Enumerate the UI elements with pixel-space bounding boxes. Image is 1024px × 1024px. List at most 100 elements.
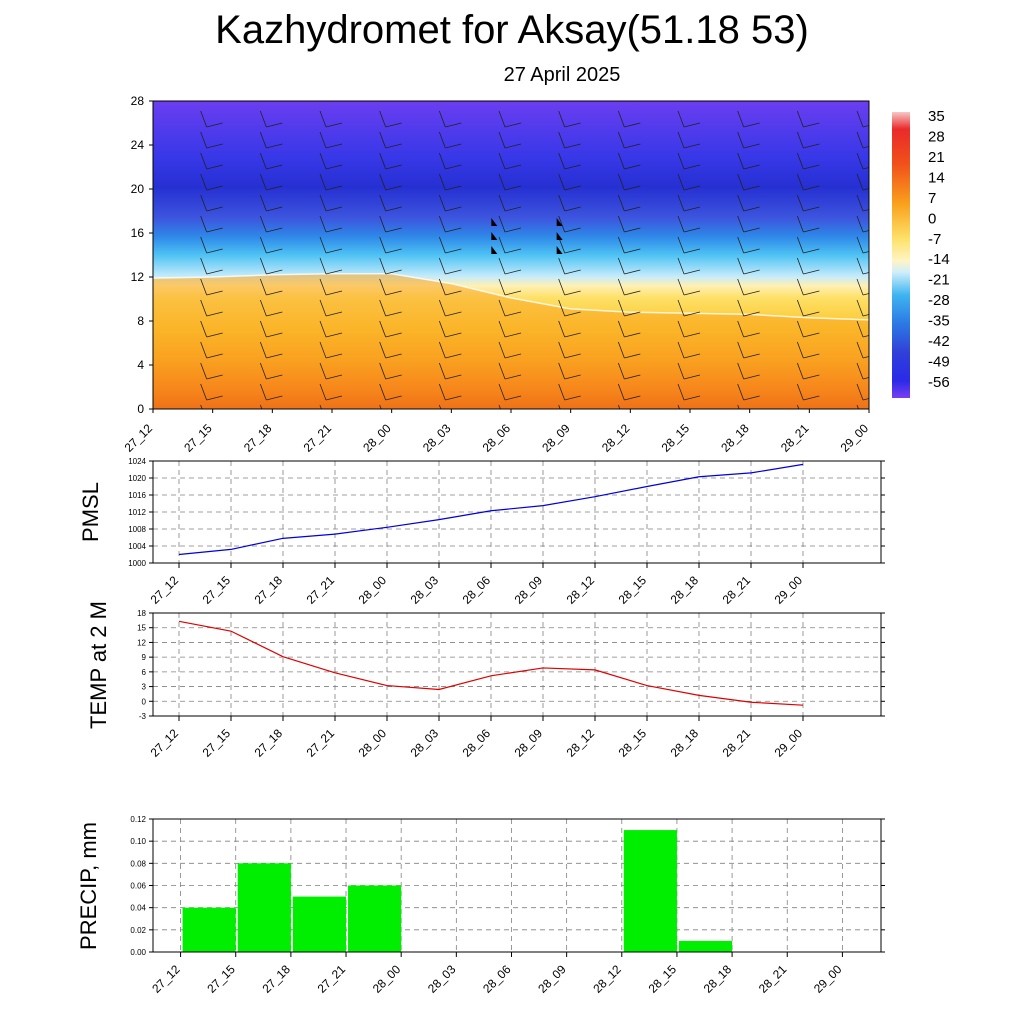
- wind-barb-staff: [677, 320, 685, 338]
- wind-barb: [856, 299, 869, 317]
- wind-barb: [617, 362, 641, 380]
- wind-barb-staff: [200, 278, 208, 296]
- wind-barb-feather: [564, 206, 581, 212]
- wind-barb: [200, 320, 223, 338]
- wind-barb-staff: [796, 236, 804, 254]
- x-tick-label: 27_12: [149, 962, 183, 996]
- x-tick-label: 27_21: [304, 573, 338, 607]
- wind-barb-staff: [856, 341, 864, 359]
- x-tick-label: 28_18: [701, 962, 735, 996]
- wind-barb: [856, 152, 869, 170]
- wind-barb-feather: [206, 122, 223, 128]
- wind-barb: [379, 341, 402, 359]
- wind-barb-staff: [379, 194, 387, 212]
- colorbar-label: 0: [928, 210, 936, 227]
- colorbar-label: 28: [928, 128, 945, 145]
- wind-barb-staff: [558, 341, 566, 359]
- wind-barb-staff: [737, 362, 745, 380]
- wind-barb-feather: [624, 311, 641, 317]
- wind-barb-staff: [617, 383, 625, 401]
- wind-barb: [259, 383, 283, 401]
- colorbar-labels: 35 28 21 14 7 0 -7 -14 -21 -28 -35 -42 -49 -56: [928, 108, 950, 391]
- wind-barb-pennant: [491, 232, 498, 240]
- wind-barb-staff: [737, 257, 745, 275]
- colorbar-label: -7: [928, 231, 941, 248]
- wind-barb-pennant: [556, 246, 563, 254]
- heatmap-x-tick-label: 28_21: [778, 421, 812, 455]
- wind-barb: [498, 362, 522, 380]
- wind-barb-feather: [505, 417, 521, 421]
- heatmap-y-tick-label: 24: [131, 138, 145, 152]
- wind-barb: [796, 131, 820, 149]
- wind-barb-staff: [796, 110, 804, 128]
- wind-barb-feather: [683, 143, 701, 149]
- wind-barb-staff: [319, 236, 327, 254]
- wind-barb: [319, 299, 343, 317]
- wind-barb: [319, 320, 343, 338]
- wind-barb: [200, 173, 223, 191]
- wind-barb-staff: [200, 194, 208, 212]
- wind-barb-staff: [737, 236, 745, 254]
- wind-barb: [677, 131, 701, 149]
- colorbar-label: -28: [928, 292, 950, 309]
- wind-barb-staff: [796, 320, 804, 338]
- wind-barb: [856, 278, 869, 296]
- wind-barb-feather: [862, 209, 869, 212]
- heatmap-y-axis: 0 4 8 12 16 20 24 28: [131, 94, 153, 416]
- wind-barb-staff: [379, 320, 387, 338]
- wind-barb: [379, 173, 402, 191]
- wind-barb-feather: [445, 290, 462, 296]
- wind-barb-feather: [206, 332, 223, 338]
- y-tick-label: -3: [139, 712, 147, 721]
- wind-barb: [677, 152, 701, 170]
- wind-barb-feather: [862, 125, 869, 128]
- x-tick-label: 27_18: [252, 726, 286, 760]
- wind-barb-feather: [803, 164, 820, 170]
- wind-barb-feather: [803, 290, 820, 296]
- wind-barb-feather: [624, 122, 641, 128]
- wind-barb: [796, 110, 820, 128]
- wind-barb-feather: [743, 143, 760, 149]
- wind-barb: [259, 320, 283, 338]
- wind-barb-feather: [206, 206, 223, 212]
- wind-barb-feather: [206, 290, 223, 296]
- x-tick-label: 29_00: [772, 573, 806, 607]
- wind-barb-feather: [206, 143, 223, 149]
- wind-barb-staff: [677, 362, 685, 380]
- y-tick-label: 9: [142, 653, 147, 662]
- wind-barb-feather: [683, 227, 701, 233]
- y-tick-label: 3: [142, 683, 147, 692]
- wind-barb-staff: [438, 299, 446, 317]
- wind-barb: [617, 341, 641, 359]
- wind-barb-feather: [266, 143, 283, 149]
- wind-barb-staff: [379, 215, 387, 233]
- wind-barb-staff: [796, 278, 804, 296]
- wind-barb-staff: [737, 278, 745, 296]
- wind-barb: [498, 131, 522, 149]
- wind-barb: [796, 194, 820, 212]
- wind-barb-staff: [319, 215, 327, 233]
- x-tick-label: 27_12: [148, 573, 182, 607]
- wind-barb-feather: [564, 374, 581, 380]
- y-tick-label: 15: [137, 624, 146, 633]
- temp-y-label: TEMP at 2 M: [86, 601, 111, 729]
- wind-barb-staff: [438, 362, 446, 380]
- wind-barb-staff: [200, 341, 208, 359]
- wind-barb-staff: [796, 152, 804, 170]
- wind-barb: [677, 341, 701, 359]
- wind-barb: [856, 404, 859, 409]
- wind-barb-feather: [325, 248, 343, 254]
- colorbar-label: 21: [928, 149, 945, 166]
- heatmap-x-tick-label: 28_12: [599, 421, 633, 455]
- wind-barb-staff: [856, 383, 864, 401]
- wind-barb: [737, 215, 760, 233]
- wind-barb: [438, 236, 462, 254]
- wind-barb-staff: [796, 131, 804, 149]
- wind-barb-staff: [677, 173, 685, 191]
- wind-barb-staff: [677, 404, 680, 409]
- wind-barb: [796, 299, 820, 317]
- wind-barb-staff: [438, 152, 446, 170]
- wind-barb: [737, 278, 760, 296]
- wind-barb-feather: [266, 122, 283, 128]
- wind-barb: [438, 173, 462, 191]
